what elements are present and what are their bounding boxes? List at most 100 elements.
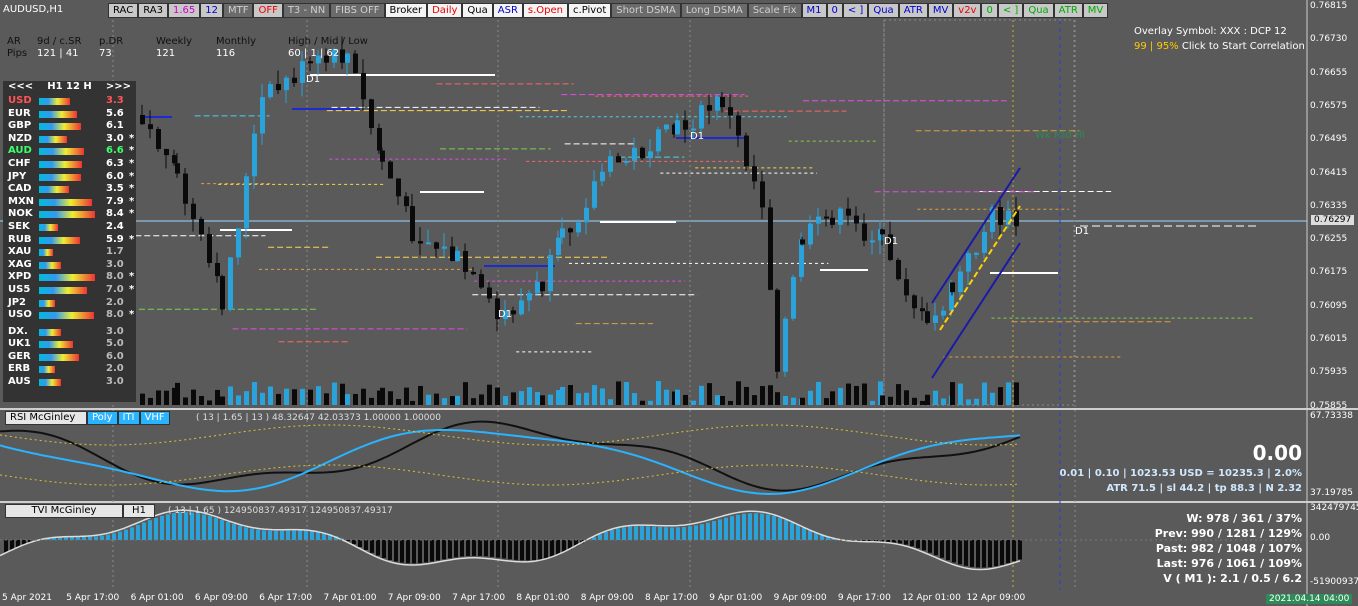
toolbar-button-scale-fix[interactable]: Scale Fix [747,3,802,18]
toolbar-button-fibs-off[interactable]: FIBS OFF [330,3,385,18]
toolbar-button-long-dsma[interactable]: Long DSMA [680,3,748,18]
volume-bar [548,394,553,405]
toolbar-button-rac[interactable]: RAC [108,3,139,18]
toolbar-button-m1[interactable]: M1 [801,3,827,18]
volume-bar [791,397,796,405]
toolbar-button-qua[interactable]: Qua [868,3,899,18]
tvi-histogram-bar [460,540,464,557]
toolbar-button-1-65[interactable]: 1.65 [167,3,201,18]
tvi-histogram-bar [112,533,116,540]
toolbar-button-broker[interactable]: Broker [384,3,428,18]
currency-row[interactable]: ERB 2.0 [3,363,136,376]
currency-row[interactable]: NOK 8.4 * [3,208,136,221]
tvi-histogram-bar [238,525,242,540]
currency-row[interactable]: MXN 7.9 * [3,196,136,209]
currency-row[interactable]: AUD 6.6 * [3,145,136,158]
tvi-histogram-bar [874,540,878,542]
toolbar-button-ra3[interactable]: RA3 [138,3,168,18]
tvi-histogram-bar [388,540,392,560]
currency-row[interactable]: GER 6.0 [3,351,136,364]
toolbar-button-[interactable]: < ] [842,3,869,18]
currency-row[interactable]: USO 8.0 * [3,309,136,322]
tvi-label-button[interactable]: TVI McGinley [5,504,123,518]
tab-vhf[interactable]: VHF [139,411,170,425]
candle-body [426,242,431,245]
volume-bar [519,391,524,405]
tab-poly[interactable]: Poly [87,411,118,425]
rsi-label-button[interactable]: RSI McGinley [5,411,87,425]
currency-row[interactable]: XAG 3.0 [3,259,136,272]
candle-body [720,96,725,108]
toolbar-button-[interactable]: < ] [997,3,1024,18]
prev-arrow-button[interactable]: <<< [8,81,34,92]
candle-body [495,298,500,320]
tvi-histogram-bar [250,528,254,540]
toolbar-button-daily[interactable]: Daily [427,3,463,18]
toolbar-button-c-pivot[interactable]: c.Pivot [568,3,612,18]
correlation-link[interactable]: 99 | 95% Click to Start Correlation [1134,39,1305,54]
candle-body [404,196,409,207]
currency-row[interactable]: CHF 6.3 * [3,158,136,171]
toolbar-button-v2v[interactable]: v2v [953,3,982,18]
candle-body [672,124,677,135]
volume-bar [568,385,573,405]
candle-body [300,61,305,83]
toolbar-button-asr[interactable]: ASR [492,3,523,18]
time-axis-label: 5 Apr 17:00 [66,593,120,603]
rsi-signal-line [0,420,1021,492]
toolbar-button-atr[interactable]: ATR [898,3,928,18]
tvi-histogram-bar [268,530,272,540]
toolbar-button-qua[interactable]: Qua [462,3,493,18]
currency-row[interactable]: JPY 6.0 * [3,171,136,184]
tvi-histogram-bar [154,517,158,540]
candle-body [463,250,468,272]
tab-iti[interactable]: ITI [117,411,140,425]
toolbar-button-short-dsma[interactable]: Short DSMA [611,3,681,18]
currency-row[interactable]: XAU 1.7 [3,246,136,259]
volume-bar [707,383,712,405]
tvi-timeframe-button[interactable]: H1 [123,504,155,518]
toolbar-button-qua[interactable]: Qua [1023,3,1054,18]
tvi-histogram-bar [772,515,776,540]
toolbar-button-0[interactable]: 0 [981,3,998,18]
tvi-histogram-bar [880,540,884,542]
currency-row[interactable]: NZD 3.0 * [3,133,136,146]
tvi-histogram-bar [958,540,962,565]
currency-row[interactable]: AUS 3.0 [3,376,136,389]
tvi-histogram-bar [970,540,974,567]
currency-row[interactable]: GBP 6.1 [3,120,136,133]
toolbar-button-mv[interactable]: MV [1082,3,1109,18]
next-arrow-button[interactable]: >>> [105,81,131,92]
tvi-histogram-bar [928,540,932,553]
tvi-histogram-bar [430,540,434,562]
currency-row[interactable]: RUB 5.9 * [3,234,136,247]
day-label: D1 [1075,226,1090,237]
currency-row[interactable]: JP2 2.0 [3,297,136,310]
toolbar-button-0[interactable]: 0 [826,3,843,18]
currency-row[interactable]: CAD 3.5 * [3,183,136,196]
currency-row[interactable]: USD 3.3 [3,95,136,108]
toolbar-button-12[interactable]: 12 [200,3,223,18]
volume-bar [471,398,476,405]
toolbar-button-mtf[interactable]: MTF [222,3,254,18]
currency-row[interactable]: UK1 5.0 [3,338,136,351]
toolbar-button-off[interactable]: OFF [253,3,283,18]
toolbar-button-atr[interactable]: ATR [1053,3,1083,18]
strength-bar [39,236,80,244]
toolbar-button-s-open[interactable]: s.Open [522,3,569,18]
toolbar-button-mv[interactable]: MV [927,3,954,18]
tvi-histogram-bar [688,526,692,540]
currency-row[interactable]: US5 7.0 * [3,284,136,297]
volume-bar [463,382,468,405]
tvi-histogram-bar [730,516,734,540]
candle-body [519,300,524,315]
time-axis-label: 12 Apr 01:00 [902,593,961,603]
candle-body [207,234,212,263]
candle-body [418,241,423,244]
currency-row[interactable]: SEK 2.4 [3,221,136,234]
toolbar-button-t3-nn[interactable]: T3 - NN [282,3,331,18]
currency-row[interactable]: DX. 3.0 [3,326,136,339]
currency-row[interactable]: XPD 8.0 * [3,271,136,284]
currency-row[interactable]: EUR 5.6 [3,108,136,121]
